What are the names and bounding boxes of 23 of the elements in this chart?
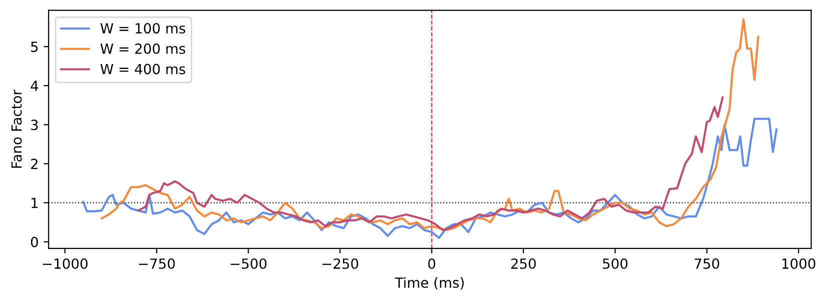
- y-tick-label: 5: [31, 42, 38, 52]
- y-tick-label: 0: [30, 236, 38, 248]
- x-tick-label: 750: [694, 258, 720, 269]
- legend-label: W = 200 ms: [100, 43, 186, 54]
- line-series: [100, 18, 760, 232]
- y-tick-label: 2: [31, 158, 38, 169]
- line-series: [137, 96, 724, 232]
- x-tick-label: 500: [602, 258, 628, 269]
- x-tick-label: −500: [230, 258, 266, 269]
- x-tick-label: 250: [511, 258, 536, 269]
- y-axis-title: Fano Factor: [11, 90, 22, 168]
- legend-label: W = 100 ms: [100, 23, 186, 34]
- x-tick-label: 1000: [782, 258, 816, 269]
- x-tick-label: −1000: [42, 258, 88, 269]
- x-tick-label: −750: [139, 258, 175, 269]
- line-series: [82, 118, 778, 239]
- y-tick-label: 4: [30, 80, 38, 91]
- x-tick-label: 0: [428, 258, 436, 269]
- legend-label: W = 400 ms: [100, 64, 186, 74]
- x-tick-label: −250: [322, 258, 358, 269]
- x-axis-title: Time (ms): [394, 277, 464, 290]
- y-tick-label: 3: [31, 120, 38, 130]
- y-tick-label: 1: [32, 198, 38, 208]
